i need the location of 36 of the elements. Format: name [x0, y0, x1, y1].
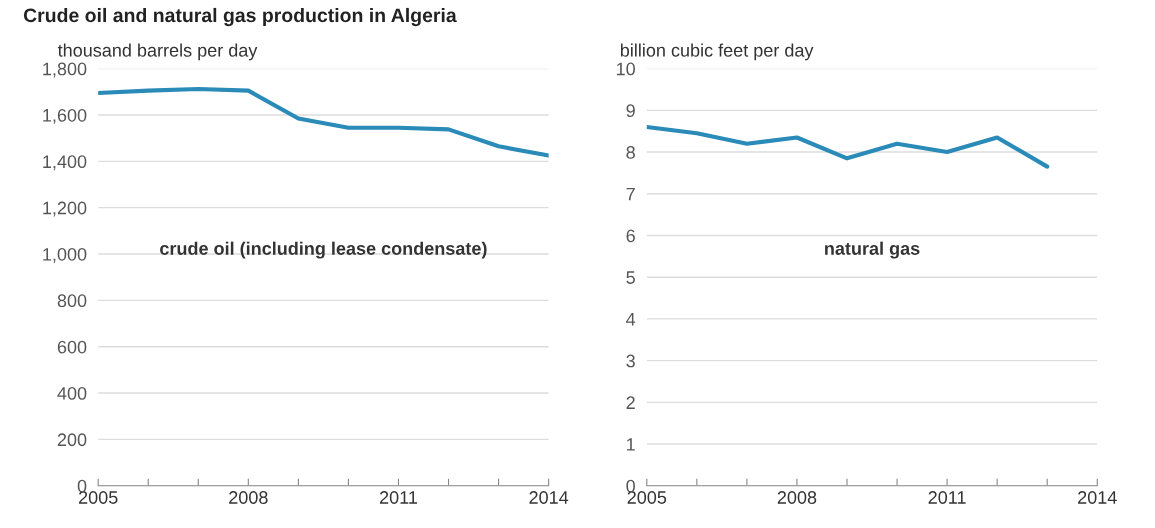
y-tick-label: 600: [57, 340, 87, 354]
y-tick-label: 5: [626, 271, 635, 284]
x-tick-label: 2011: [379, 491, 418, 504]
y-tick-label: 0: [77, 479, 87, 493]
x-tick-label: 2008: [229, 491, 268, 504]
y-tick-label: 1,200: [43, 201, 87, 217]
x-tick-label: 2014: [529, 491, 569, 504]
y-tick-label: 400: [57, 387, 87, 400]
y-tick-label: 0: [626, 479, 635, 493]
y-axis-title: thousand barrels per day: [57, 43, 258, 61]
y-tick-label: 2: [626, 396, 635, 409]
x-tick-label: 2014: [1078, 491, 1117, 504]
y-tick-label: 1,000: [43, 247, 87, 263]
y-tick-label: 200: [57, 433, 87, 447]
y-tick-label: 1,400: [43, 155, 87, 171]
text: crude oil (including lease condensate): [160, 241, 487, 259]
x-tick-label: 2005: [79, 491, 118, 504]
chart-title: Crude oil and natural gas production in Algeria: [23, 7, 457, 27]
line-series: [98, 86, 549, 158]
y-tick-label: 10: [616, 62, 635, 76]
y-tick-label: 4: [626, 313, 636, 326]
y-axis-title: billion cubic feet per day: [620, 43, 814, 61]
y-tick-label: 1,600: [43, 108, 87, 124]
y-tick-label: 6: [626, 229, 635, 243]
y-tick-label: 1: [627, 438, 635, 451]
x-tick-label: 2005: [627, 491, 667, 504]
y-tick-label: 3: [626, 354, 635, 368]
text: natural gas: [825, 241, 920, 259]
x-tick-label: 2008: [777, 491, 817, 504]
y-tick-label: 1,800: [43, 62, 87, 78]
y-tick-label: 8: [626, 146, 635, 159]
line-series: [646, 124, 1050, 169]
y-tick-label: 800: [57, 294, 87, 308]
y-tick-label: 9: [626, 104, 635, 118]
y-tick-label: 7: [626, 187, 635, 201]
x-tick-label: 2011: [928, 491, 966, 504]
